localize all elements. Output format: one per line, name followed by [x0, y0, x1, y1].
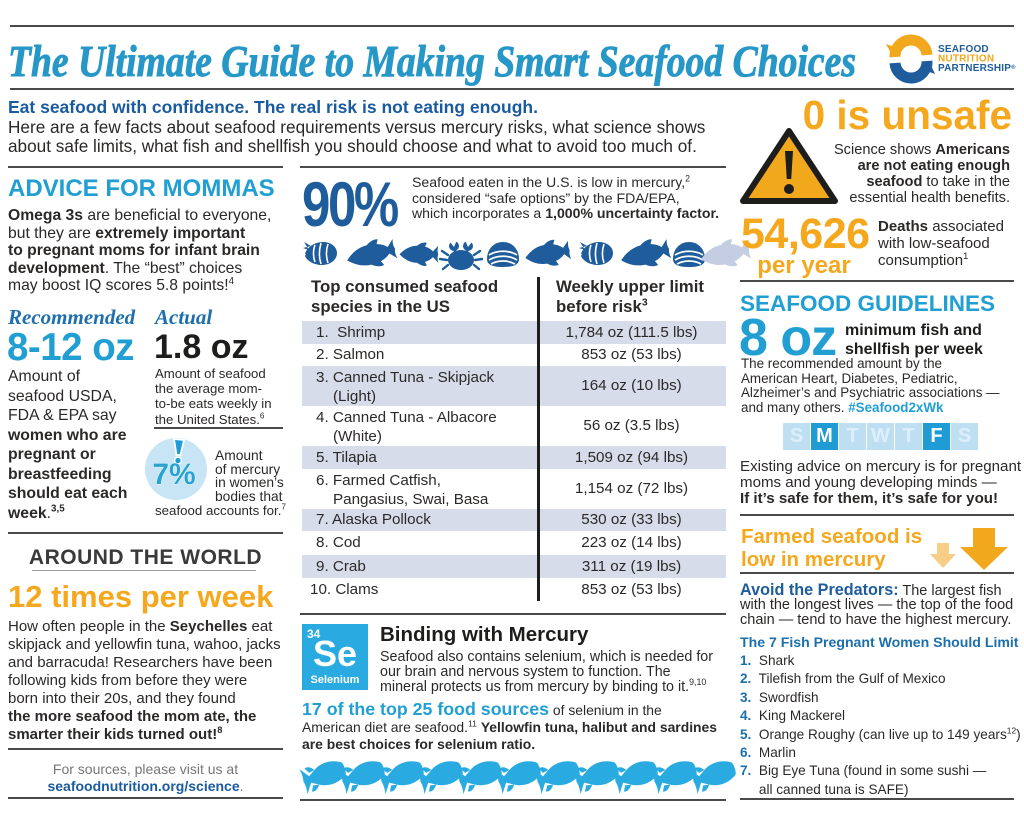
svg-text:7%: 7%: [152, 458, 195, 491]
svg-text:PARTNERSHIP®: PARTNERSHIP®: [938, 63, 1016, 74]
svg-text:The Ultimate Guide to Making S: The Ultimate Guide to Making Smart Seafo…: [8, 37, 856, 86]
svg-text:SEAFOOD: SEAFOOD: [938, 44, 989, 55]
svg-text:NUTRITION: NUTRITION: [938, 54, 994, 65]
